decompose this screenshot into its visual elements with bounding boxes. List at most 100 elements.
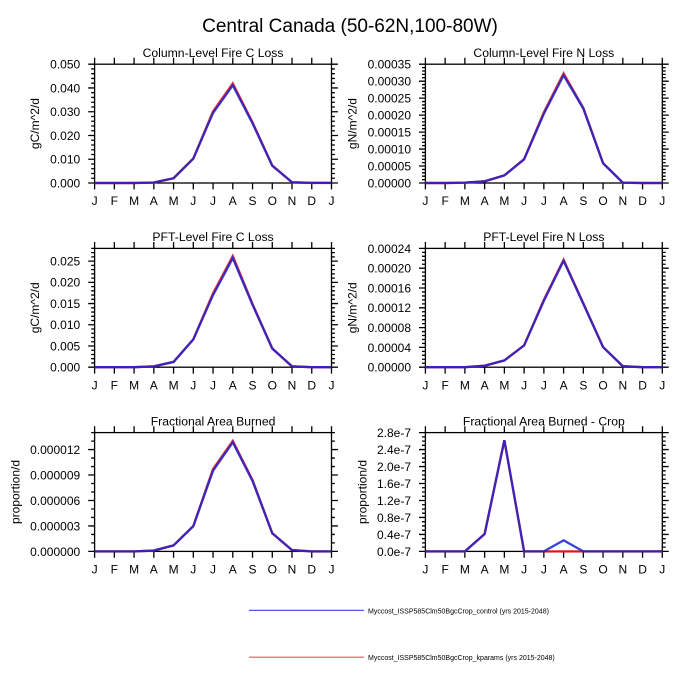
svg-text:0.030: 0.030 <box>50 105 80 119</box>
svg-text:J: J <box>92 194 98 208</box>
svg-text:M: M <box>129 563 139 577</box>
svg-text:D: D <box>307 563 316 577</box>
svg-text:0.005: 0.005 <box>50 339 80 353</box>
svg-text:gC/m^2/d: gC/m^2/d <box>28 98 42 149</box>
svg-text:0.000: 0.000 <box>50 361 80 375</box>
svg-text:M: M <box>129 194 139 208</box>
svg-text:D: D <box>307 194 316 208</box>
svg-text:J: J <box>329 563 335 577</box>
svg-text:J: J <box>422 194 428 208</box>
svg-text:D: D <box>638 563 647 577</box>
svg-text:J: J <box>541 378 547 392</box>
svg-text:D: D <box>638 378 647 392</box>
svg-text:A: A <box>560 563 568 577</box>
svg-text:S: S <box>579 378 587 392</box>
svg-text:0.0e-7: 0.0e-7 <box>377 545 411 559</box>
svg-text:M: M <box>460 378 470 392</box>
svg-text:M: M <box>129 378 139 392</box>
svg-text:0.00015: 0.00015 <box>368 125 412 139</box>
svg-text:A: A <box>481 194 489 208</box>
svg-text:0.00030: 0.00030 <box>368 75 412 89</box>
svg-text:A: A <box>229 563 237 577</box>
svg-text:J: J <box>541 194 547 208</box>
svg-text:O: O <box>598 378 607 392</box>
svg-text:J: J <box>190 563 196 577</box>
svg-text:N: N <box>618 563 627 577</box>
svg-text:F: F <box>441 563 448 577</box>
svg-text:0.00008: 0.00008 <box>368 321 412 335</box>
svg-text:0.000: 0.000 <box>50 176 80 190</box>
svg-text:J: J <box>92 563 98 577</box>
svg-text:0.4e-7: 0.4e-7 <box>377 528 411 542</box>
svg-text:A: A <box>481 378 489 392</box>
svg-text:J: J <box>190 378 196 392</box>
svg-text:0.020: 0.020 <box>50 276 80 290</box>
svg-text:S: S <box>249 563 257 577</box>
svg-text:N: N <box>288 194 297 208</box>
svg-text:Myccost_ISSP585Clm50BgcCrop_kp: Myccost_ISSP585Clm50BgcCrop_kparams (yrs… <box>368 655 555 662</box>
svg-text:gC/m^2/d: gC/m^2/d <box>28 282 42 333</box>
svg-text:N: N <box>288 378 297 392</box>
svg-text:M: M <box>169 563 179 577</box>
svg-text:0.00012: 0.00012 <box>368 301 412 315</box>
svg-text:N: N <box>288 563 297 577</box>
svg-text:J: J <box>659 194 665 208</box>
svg-text:0.00016: 0.00016 <box>368 281 412 295</box>
svg-text:J: J <box>659 378 665 392</box>
svg-text:0.040: 0.040 <box>50 81 80 95</box>
svg-text:F: F <box>441 378 448 392</box>
svg-text:F: F <box>441 194 448 208</box>
svg-text:Fractional Area Burned - Crop: Fractional Area Burned - Crop <box>463 414 625 428</box>
svg-text:N: N <box>618 194 627 208</box>
svg-text:M: M <box>499 563 509 577</box>
svg-text:J: J <box>210 378 216 392</box>
svg-text:1.2e-7: 1.2e-7 <box>377 494 411 508</box>
svg-text:0.000009: 0.000009 <box>30 468 80 482</box>
svg-text:O: O <box>268 378 277 392</box>
svg-text:Column-Level Fire N Loss: Column-Level Fire N Loss <box>473 46 614 60</box>
svg-text:0.8e-7: 0.8e-7 <box>377 511 411 525</box>
svg-text:O: O <box>598 563 607 577</box>
svg-text:S: S <box>249 378 257 392</box>
svg-text:0.050: 0.050 <box>50 58 80 72</box>
svg-text:2.8e-7: 2.8e-7 <box>377 426 411 440</box>
svg-text:0.00020: 0.00020 <box>368 109 412 123</box>
svg-text:0.00035: 0.00035 <box>368 58 412 72</box>
svg-text:M: M <box>169 378 179 392</box>
svg-text:N: N <box>618 378 627 392</box>
svg-text:0.010: 0.010 <box>50 153 80 167</box>
svg-text:A: A <box>229 194 237 208</box>
svg-text:S: S <box>249 194 257 208</box>
svg-text:0.00020: 0.00020 <box>368 262 412 276</box>
svg-text:S: S <box>579 194 587 208</box>
svg-text:A: A <box>150 378 158 392</box>
svg-text:proportion/d: proportion/d <box>9 460 23 524</box>
svg-text:0.00000: 0.00000 <box>368 176 412 190</box>
svg-text:2.0e-7: 2.0e-7 <box>377 460 411 474</box>
svg-text:J: J <box>210 563 216 577</box>
svg-text:0.000003: 0.000003 <box>30 519 80 533</box>
svg-text:2.4e-7: 2.4e-7 <box>377 443 411 457</box>
svg-text:Myccost_ISSP585Clm50BgcCrop_co: Myccost_ISSP585Clm50BgcCrop_control (yrs… <box>368 608 549 615</box>
svg-text:A: A <box>481 563 489 577</box>
svg-text:J: J <box>521 563 527 577</box>
svg-text:J: J <box>210 194 216 208</box>
svg-text:0.00010: 0.00010 <box>368 142 412 156</box>
svg-text:J: J <box>521 194 527 208</box>
svg-text:F: F <box>111 563 118 577</box>
svg-text:gN/m^2/d: gN/m^2/d <box>346 98 360 149</box>
svg-text:D: D <box>638 194 647 208</box>
svg-text:A: A <box>560 378 568 392</box>
svg-text:A: A <box>150 194 158 208</box>
svg-text:Column-Level Fire C Loss: Column-Level Fire C Loss <box>143 46 284 60</box>
svg-text:D: D <box>307 378 316 392</box>
svg-text:0.010: 0.010 <box>50 318 80 332</box>
svg-text:PFT-Level Fire N Loss: PFT-Level Fire N Loss <box>483 230 604 244</box>
svg-text:1.6e-7: 1.6e-7 <box>377 477 411 491</box>
svg-text:J: J <box>422 378 428 392</box>
svg-text:Central Canada (50-62N,100-80W: Central Canada (50-62N,100-80W) <box>202 16 498 37</box>
svg-text:J: J <box>329 378 335 392</box>
svg-text:F: F <box>111 378 118 392</box>
svg-text:M: M <box>169 194 179 208</box>
svg-text:O: O <box>268 194 277 208</box>
